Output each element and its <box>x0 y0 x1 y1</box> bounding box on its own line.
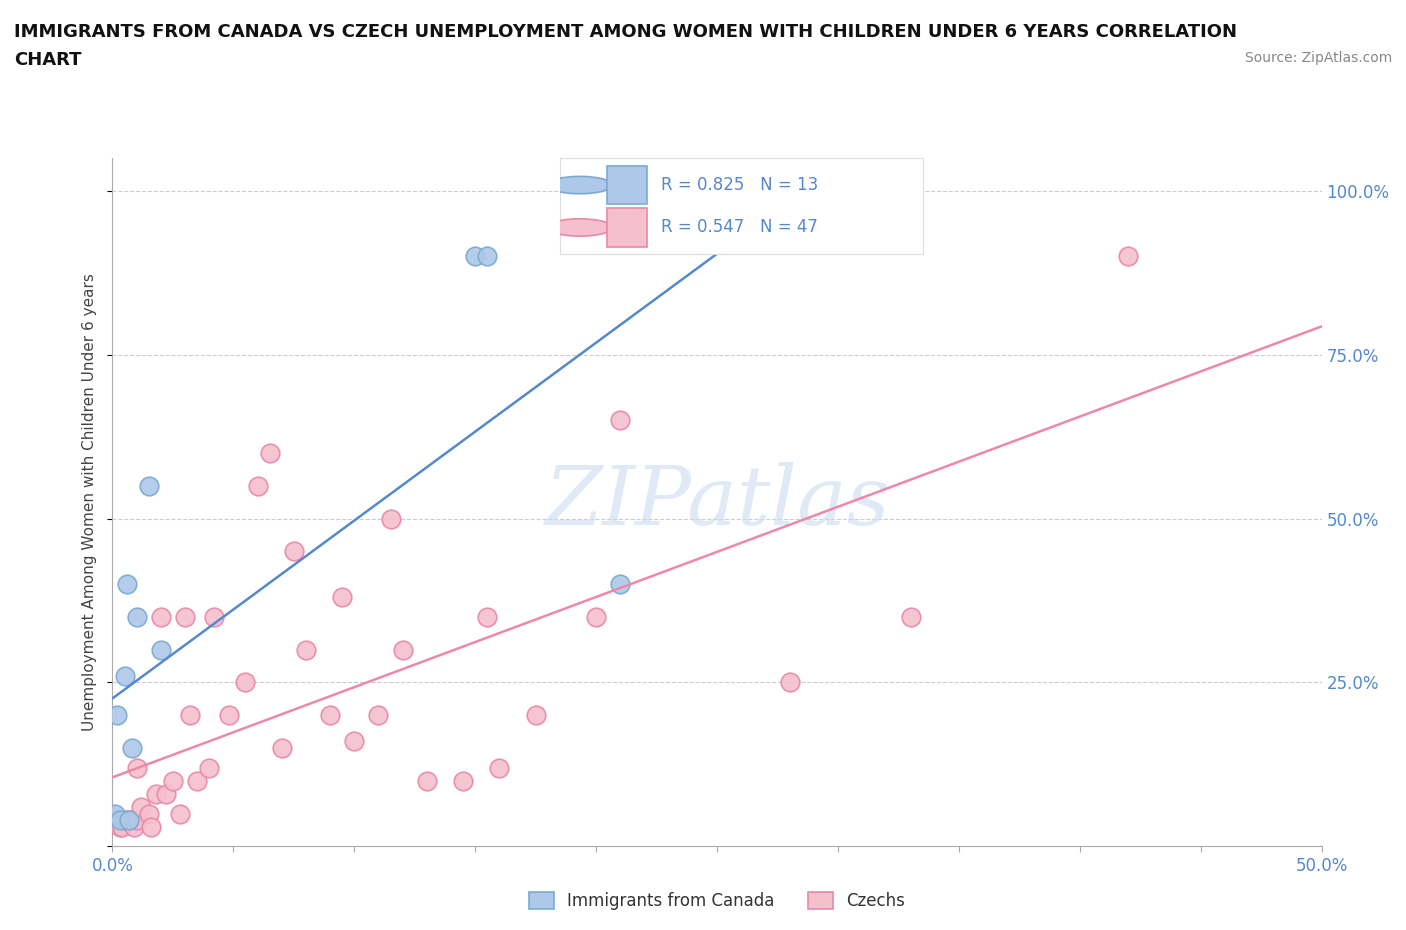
Text: CHART: CHART <box>14 51 82 69</box>
Text: Source: ZipAtlas.com: Source: ZipAtlas.com <box>1244 51 1392 65</box>
Point <box>118 813 141 828</box>
Point <box>330 590 353 604</box>
Point <box>121 740 143 755</box>
Point <box>343 734 366 749</box>
Point <box>104 813 127 828</box>
Point <box>477 609 499 624</box>
Point <box>198 760 221 775</box>
Y-axis label: Unemployment Among Women with Children Under 6 years: Unemployment Among Women with Children U… <box>82 273 97 731</box>
Point <box>283 544 305 559</box>
Point <box>115 577 138 591</box>
Point <box>218 708 240 723</box>
Point <box>118 813 141 828</box>
Point <box>524 708 547 723</box>
Point <box>104 806 127 821</box>
Point <box>125 609 148 624</box>
Point <box>108 813 131 828</box>
Point <box>319 708 342 723</box>
Point <box>380 512 402 526</box>
Point <box>259 445 281 460</box>
Point <box>477 249 499 264</box>
Point <box>779 675 801 690</box>
Point <box>115 813 138 828</box>
Point <box>391 643 413 658</box>
Point <box>609 577 631 591</box>
Point <box>155 787 177 802</box>
Text: ZIPatlas: ZIPatlas <box>544 462 890 542</box>
Point <box>488 760 510 775</box>
Point <box>174 609 197 624</box>
Legend: Immigrants from Canada, Czechs: Immigrants from Canada, Czechs <box>522 885 912 917</box>
Point <box>464 249 486 264</box>
Point <box>270 740 292 755</box>
Point <box>121 813 143 828</box>
Point <box>186 774 208 789</box>
Point <box>295 643 318 658</box>
Point <box>122 819 145 834</box>
Point <box>131 800 153 815</box>
Point <box>585 609 607 624</box>
Point <box>141 819 163 834</box>
Point <box>451 774 474 789</box>
Point <box>125 813 148 828</box>
Point <box>149 643 172 658</box>
Point <box>108 819 131 834</box>
Point <box>246 478 269 493</box>
Point <box>138 478 160 493</box>
Point <box>202 609 225 624</box>
Point <box>111 819 134 834</box>
Point <box>138 806 160 821</box>
Point <box>609 413 631 428</box>
Point <box>105 708 128 723</box>
Text: IMMIGRANTS FROM CANADA VS CZECH UNEMPLOYMENT AMONG WOMEN WITH CHILDREN UNDER 6 Y: IMMIGRANTS FROM CANADA VS CZECH UNEMPLOY… <box>14 23 1237 41</box>
Point <box>145 787 167 802</box>
Point <box>1116 249 1139 264</box>
Point <box>125 760 148 775</box>
Point <box>162 774 184 789</box>
Point <box>235 675 257 690</box>
Point <box>114 669 136 684</box>
Point <box>105 813 128 828</box>
Point <box>367 708 389 723</box>
Point <box>169 806 191 821</box>
Point <box>114 813 136 828</box>
Point <box>149 609 172 624</box>
Point <box>179 708 201 723</box>
Point <box>900 609 922 624</box>
Point <box>416 774 439 789</box>
